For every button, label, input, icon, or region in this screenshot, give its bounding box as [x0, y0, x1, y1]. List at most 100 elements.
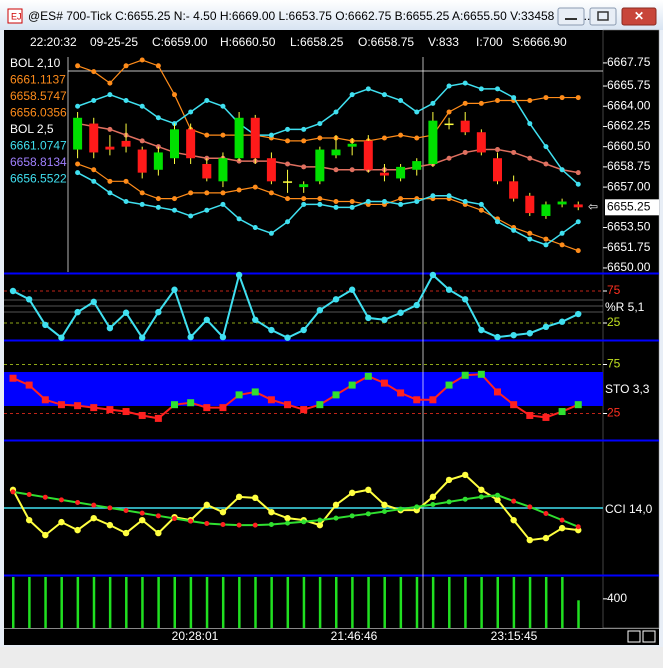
volume-bar — [92, 577, 96, 628]
indicator-marker — [462, 296, 469, 303]
volume-bar — [302, 577, 306, 628]
volume-bar — [157, 577, 160, 628]
indicator-marker — [316, 401, 324, 409]
indicator-marker — [478, 486, 485, 494]
indicator-marker — [559, 517, 565, 523]
y-tick-label: 400 — [607, 591, 627, 605]
app-icon — [7, 8, 23, 24]
indicator-marker — [268, 508, 275, 516]
indicator-marker — [397, 309, 404, 316]
indicator-marker — [187, 333, 194, 341]
info-item: I:700 — [476, 35, 503, 49]
candle-body — [250, 117, 260, 159]
volume-bar — [125, 577, 128, 628]
candle-body — [218, 158, 228, 182]
indicator-marker — [285, 520, 291, 526]
time-label: 21:46:46 — [331, 629, 378, 643]
minimize-button[interactable] — [557, 7, 585, 26]
candle-body — [396, 166, 406, 179]
indicator-marker — [75, 500, 81, 506]
indicator-marker — [42, 494, 48, 500]
indicator-marker — [41, 396, 49, 404]
indicator-marker — [317, 517, 323, 523]
info-item: V:833 — [428, 35, 459, 49]
candle-body — [412, 161, 422, 170]
volume-bar — [318, 577, 322, 628]
indicator-marker — [543, 510, 549, 516]
maximize-button[interactable] — [589, 7, 617, 26]
axis-layer: 20:28:01 21:46:46 23:15:45 6667.75 6665.75 66… — [10, 55, 659, 643]
indicator-marker — [527, 504, 533, 510]
indicator-marker — [122, 309, 130, 316]
indicator-marker — [445, 381, 453, 389]
indicator-marker — [332, 391, 340, 399]
info-item: C:6659.00 — [152, 35, 208, 49]
indicator-marker — [558, 524, 566, 532]
indicator-marker — [348, 286, 356, 293]
app-icon-glyph: EJ — [11, 11, 22, 21]
indicator-marker — [9, 287, 17, 295]
indicator-marker — [495, 492, 500, 498]
bollinger-line — [77, 59, 579, 142]
close-button[interactable] — [621, 7, 657, 26]
indicator-marker — [429, 271, 437, 279]
candle-body — [137, 149, 147, 173]
status-bar — [0, 647, 663, 668]
indicator-marker — [365, 511, 371, 517]
bollinger-line — [77, 82, 579, 185]
indicator-marker — [332, 501, 340, 509]
indicator-marker — [494, 496, 501, 504]
sto-band — [4, 372, 603, 406]
candle-body — [331, 149, 341, 156]
indicator-marker — [106, 406, 114, 414]
indicator-marker — [171, 286, 178, 293]
volume-bar — [496, 577, 499, 628]
indicator-marker — [25, 381, 33, 389]
indicator-marker — [494, 388, 501, 396]
volume-bar — [448, 577, 451, 628]
indicator-marker — [478, 326, 485, 334]
legend-value: 6661.1137 — [10, 73, 66, 87]
candle-body — [89, 123, 99, 153]
candle-body — [266, 158, 276, 182]
candle-body — [170, 129, 179, 159]
volume-bar — [351, 577, 354, 628]
volume-bar — [76, 577, 80, 628]
indicator-marker — [478, 494, 484, 500]
indicator-marker — [445, 476, 453, 484]
price-axis — [602, 29, 660, 629]
volume-bar — [141, 577, 144, 628]
candle-body — [460, 120, 470, 133]
indicator-marker — [284, 401, 292, 409]
bollinger-line — [77, 171, 579, 246]
title-bar — [0, 0, 663, 30]
legend-value: 6658.8134 — [10, 155, 67, 169]
zoom-button[interactable] — [627, 630, 641, 643]
indicator-marker — [203, 316, 210, 323]
info-item: H:6660.50 — [220, 35, 276, 49]
y-tick-label: 75 — [607, 283, 621, 297]
indicator-marker — [526, 536, 533, 544]
indicator-marker — [219, 333, 227, 341]
indicator-marker — [172, 515, 177, 521]
candle-body — [363, 140, 373, 170]
info-item: O:6658.75 — [358, 35, 414, 49]
time-label: 20:28:01 — [172, 629, 219, 643]
legend-value: 6656.0356 — [10, 106, 67, 120]
y-tick-label: 6653.50 — [607, 220, 651, 234]
volume-bar — [335, 577, 338, 628]
y-tick-label: 25 — [607, 406, 621, 420]
indicator-marker — [300, 326, 307, 334]
y-tick-label: 75 — [607, 357, 621, 371]
indicator-marker — [155, 529, 162, 537]
indicator-marker — [398, 506, 404, 512]
legend-value: 6658.5747 — [10, 89, 67, 103]
candle-body — [573, 204, 583, 208]
indicator-marker — [300, 406, 308, 414]
volume-bar — [173, 577, 176, 628]
indicator-marker — [58, 334, 65, 341]
indicator-marker — [220, 521, 226, 527]
indicator-marker — [235, 391, 243, 399]
volume-bar — [383, 577, 386, 628]
zoom-button[interactable] — [642, 630, 656, 643]
